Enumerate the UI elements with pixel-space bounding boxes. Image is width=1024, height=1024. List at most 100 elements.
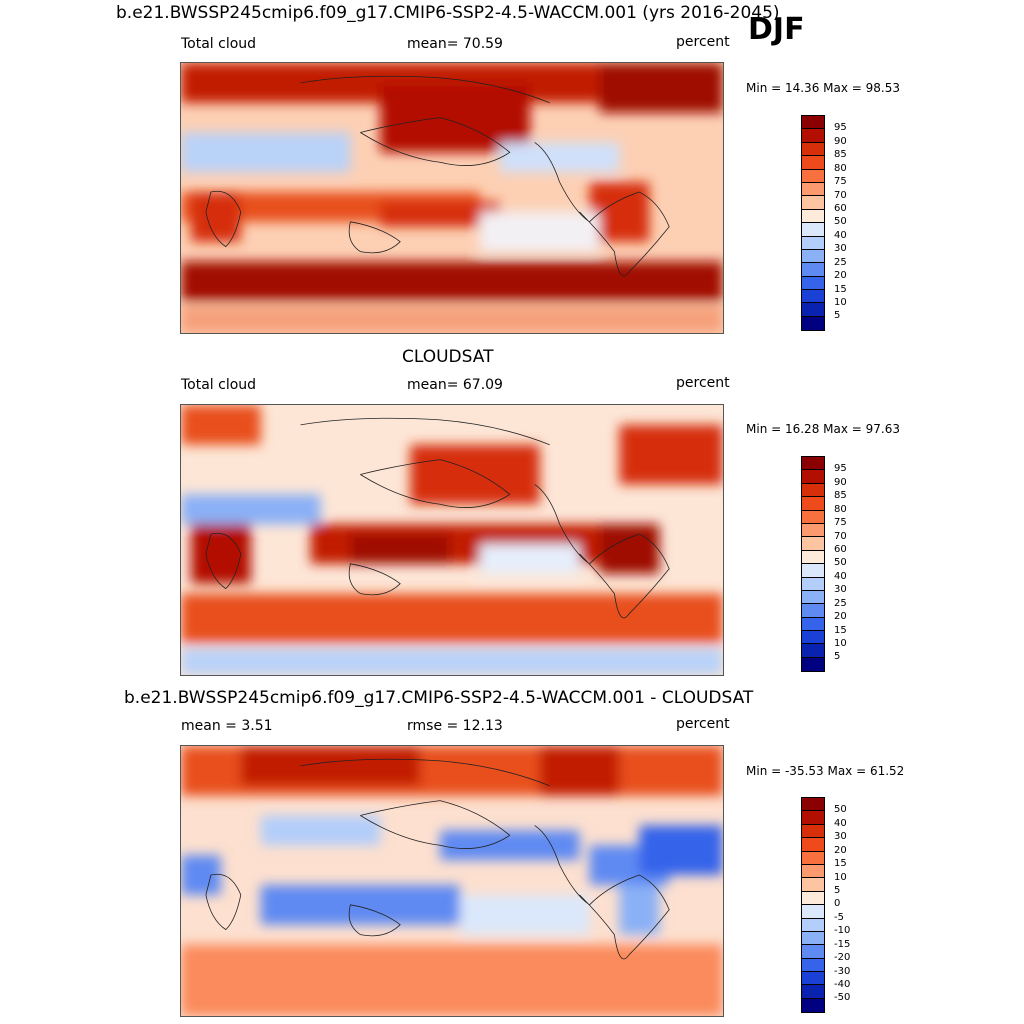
panel2-cb-label: 50 xyxy=(834,557,847,568)
panel1-colorbar-bin xyxy=(802,249,824,264)
panel3-colorbar-bin xyxy=(802,878,824,892)
panel1-title: b.e21.BWSSP245cmip6.f09_g17.CMIP6-SSP2-4… xyxy=(116,3,780,23)
panel3-map xyxy=(180,745,724,1017)
season-label: DJF xyxy=(748,12,805,47)
panel3-cb-label: -30 xyxy=(834,966,851,977)
panel3-colorbar-bin xyxy=(802,931,824,946)
panel3-cb-label: -50 xyxy=(834,992,851,1003)
panel2-cb-label: 20 xyxy=(834,611,847,622)
panel3-colorbar-bin xyxy=(802,891,824,906)
panel2-cb-label: 25 xyxy=(834,598,847,609)
panel3-colorbar-bin xyxy=(802,972,824,986)
panel1-cb-label: 90 xyxy=(834,136,847,147)
panel1-colorbar-bin xyxy=(802,290,824,304)
panel1-cb-label: 10 xyxy=(834,297,847,308)
panel3-colorbar-bin xyxy=(802,998,824,1013)
panel1-units: percent xyxy=(676,34,730,50)
panel2-cb-label: 95 xyxy=(834,463,847,474)
panel3-cb-label: 30 xyxy=(834,831,847,842)
panel1-cb-label: 30 xyxy=(834,243,847,254)
panel3-colorbar-bin xyxy=(802,864,824,879)
panel3-rmse: rmse = 12.13 xyxy=(407,718,503,734)
panel1-cb-label: 25 xyxy=(834,257,847,268)
panel1-cb-label: 95 xyxy=(834,122,847,133)
panel2-colorbar-bin xyxy=(802,604,824,618)
panel1-colorbar-bin xyxy=(802,303,824,317)
panel1-colorbar-bin xyxy=(802,129,824,143)
panel2-colorbar-bin xyxy=(802,577,824,591)
panel1-colorbar-bin xyxy=(802,263,824,277)
panel1-cb-label: 80 xyxy=(834,163,847,174)
panel2-cb-label: 15 xyxy=(834,625,847,636)
panel2-map xyxy=(180,404,724,676)
panel2-cb-label: 75 xyxy=(834,517,847,528)
panel2-cb-label: 85 xyxy=(834,490,847,501)
panel1-cb-label: 15 xyxy=(834,284,847,295)
panel2-cb-label: 90 xyxy=(834,477,847,488)
panel2-colorbar-bin xyxy=(802,590,824,605)
panel3-minmax: Min = -35.53 Max = 61.52 xyxy=(746,764,905,778)
panel1-cb-label: 5 xyxy=(834,310,841,321)
panel1-colorbar-bin xyxy=(802,156,824,170)
panel2-left-label: Total cloud xyxy=(181,377,257,393)
panel2-colorbar-bin xyxy=(802,564,824,578)
panel3-colorbar-bin xyxy=(802,824,824,839)
panel1-cb-label: 85 xyxy=(834,149,847,160)
panel3-units: percent xyxy=(676,716,730,732)
panel1-cb-label: 75 xyxy=(834,176,847,187)
panel1-map xyxy=(180,62,724,334)
panel2-colorbar-bin xyxy=(802,631,824,645)
panel1-cb-label: 20 xyxy=(834,270,847,281)
panel3-colorbar-bin xyxy=(802,945,824,959)
panel3-cb-label: 5 xyxy=(834,885,841,896)
panel3-mean: mean = 3.51 xyxy=(181,718,273,734)
panel3-colorbar-bin xyxy=(802,918,824,932)
panel2-cb-label: 70 xyxy=(834,531,847,542)
panel3-colorbar-bin xyxy=(802,985,824,999)
panel1-cb-label: 40 xyxy=(834,230,847,241)
panel2-colorbar-bin xyxy=(802,550,824,565)
panel2-colorbar-bin xyxy=(802,497,824,511)
panel1-left-label: Total cloud xyxy=(181,36,257,52)
panel1-cb-label: 70 xyxy=(834,190,847,201)
panel2-mean: mean= 67.09 xyxy=(407,377,503,393)
panel3-colorbar-bin xyxy=(802,958,824,973)
panel3-cb-label: 50 xyxy=(834,804,847,815)
panel3-cb-label: -5 xyxy=(834,912,844,923)
panel2-colorbar-bin xyxy=(802,483,824,498)
panel2-units: percent xyxy=(676,375,730,391)
panel2-cb-label: 30 xyxy=(834,584,847,595)
panel3-cb-label: 15 xyxy=(834,858,847,869)
panel3-title: b.e21.BWSSP245cmip6.f09_g17.CMIP6-SSP2-4… xyxy=(124,688,754,708)
panel1-cb-label: 50 xyxy=(834,216,847,227)
panel3-cb-label: 40 xyxy=(834,818,847,829)
panel2-colorbar-bin xyxy=(802,457,824,471)
panel2-colorbar-bin xyxy=(802,537,824,551)
panel1-colorbar-bin xyxy=(802,169,824,183)
panel2-cb-label: 80 xyxy=(834,504,847,515)
panel3-cb-label: 10 xyxy=(834,872,847,883)
panel3-colorbar-bin xyxy=(802,798,824,812)
panel2-minmax: Min = 16.28 Max = 97.63 xyxy=(746,422,900,436)
panel2-colorbar-bin xyxy=(802,510,824,524)
panel3-colorbar-bin xyxy=(802,838,824,852)
panel3-colorbar-bin xyxy=(802,905,824,919)
panel1-mean: mean= 70.59 xyxy=(407,36,503,52)
panel1-colorbar-bin xyxy=(802,209,824,224)
panel1-colorbar-bin xyxy=(802,276,824,291)
panel1-colorbar-bin xyxy=(802,316,824,331)
panel1-colorbar-bin xyxy=(802,196,824,210)
panel3-colorbar-bin xyxy=(802,851,824,865)
panel1-minmax: Min = 14.36 Max = 98.53 xyxy=(746,81,900,95)
panel1-colorbar-bin xyxy=(802,182,824,197)
panel2-colorbar-bin xyxy=(802,657,824,672)
panel2-cb-label: 40 xyxy=(834,571,847,582)
panel2-title: CLOUDSAT xyxy=(402,347,494,367)
panel3-cb-label: 20 xyxy=(834,845,847,856)
panel1-colorbar xyxy=(801,115,825,332)
panel2-cb-label: 10 xyxy=(834,638,847,649)
panel2-colorbar-bin xyxy=(802,644,824,658)
panel3-cb-label: -20 xyxy=(834,952,851,963)
panel1-cb-label: 60 xyxy=(834,203,847,214)
panel2-colorbar-bin xyxy=(802,523,824,538)
